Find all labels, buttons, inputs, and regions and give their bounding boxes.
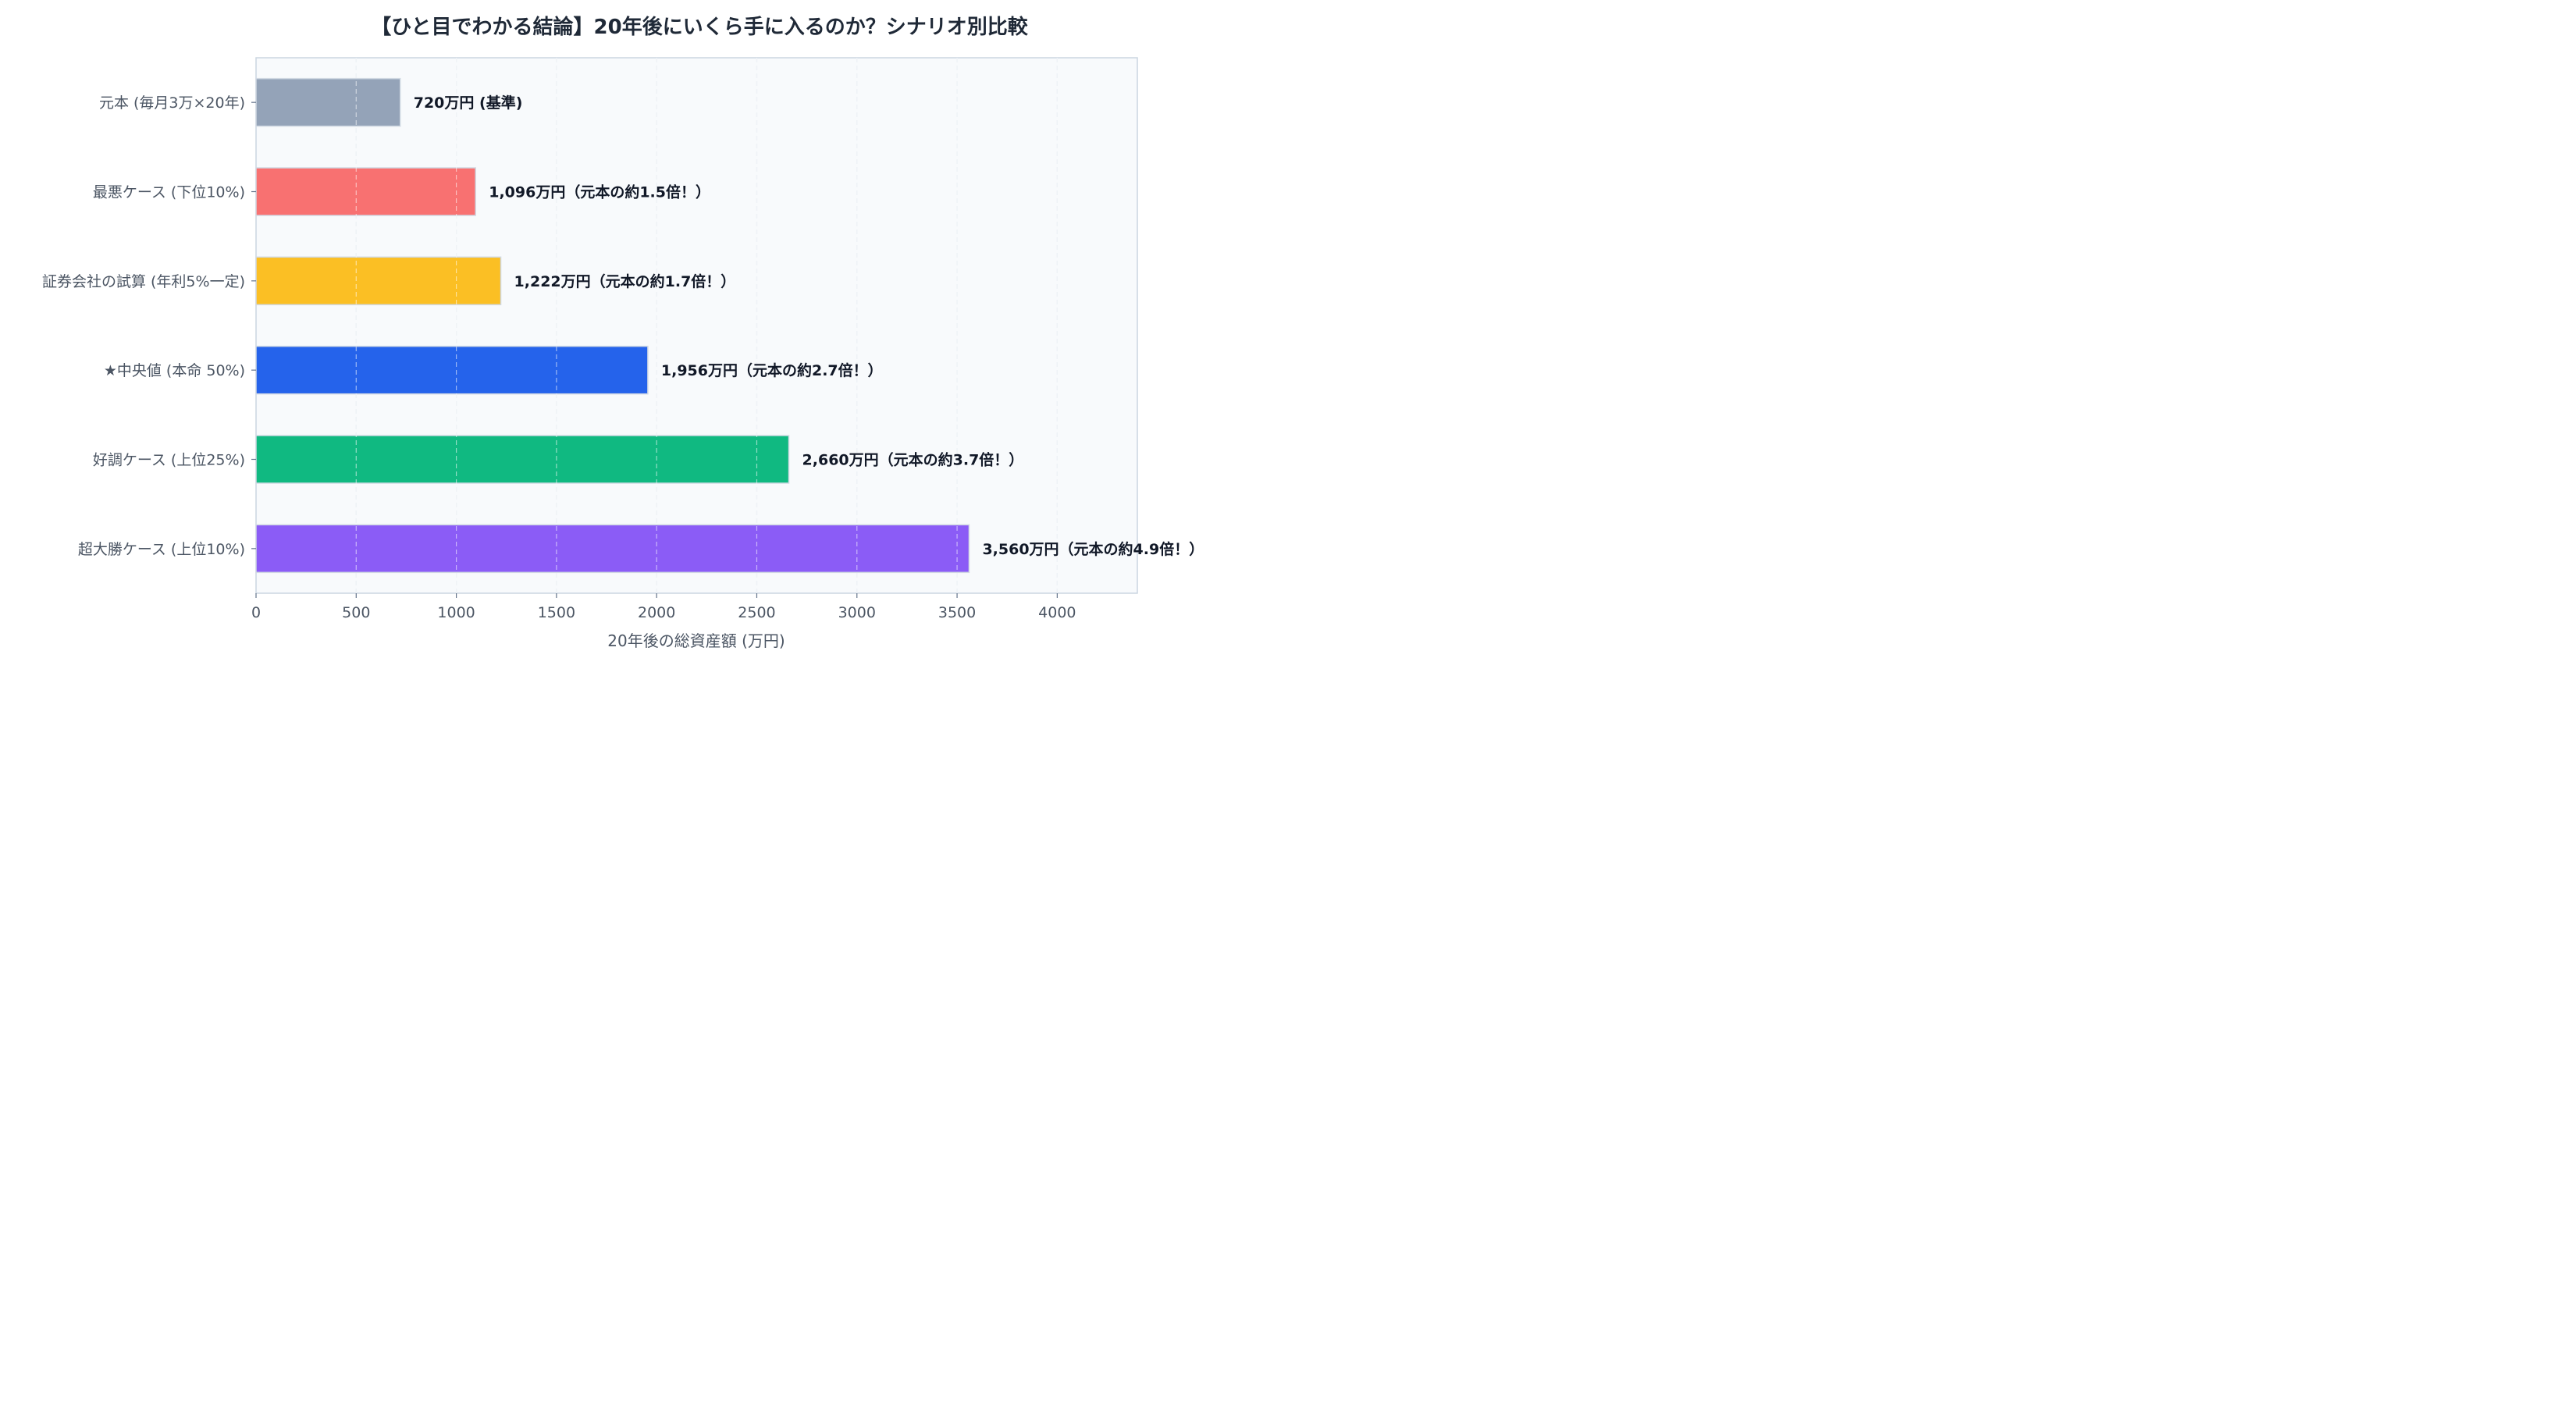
data-label: 1,956万円（元本の約2.7倍！） [661, 361, 883, 379]
bar [255, 524, 970, 574]
data-label: 720万円 (基準) [414, 94, 523, 112]
data-label: 1,222万円（元本の約1.7倍！） [514, 272, 736, 290]
data-label: 2,660万円（元本の約3.7倍！） [802, 451, 1024, 469]
category-label: 最悪ケース (下位10%) [93, 184, 245, 201]
category-label: 超大勝ケース (上位10%) [78, 541, 245, 558]
data-labels: 720万円 (基準) 1,096万円（元本の約1.5倍！） 1,222万円（元本の約… [414, 94, 1204, 558]
x-tick-label: 1000 [437, 604, 475, 621]
x-tick-labels: 0 500 1000 1500 2000 2500 3000 3500 4000 [251, 593, 1076, 621]
bars [255, 77, 970, 574]
x-tick-label: 2000 [638, 604, 675, 621]
x-tick-label: 500 [342, 604, 370, 621]
category-labels: 元本 (毎月3万×20年) 最悪ケース (下位10%) 証券会社の試算 (年利5%一… [42, 94, 256, 558]
data-label: 1,096万円（元本の約1.5倍！） [489, 183, 710, 201]
x-axis-title: 20年後の総資産額 (万円) [607, 631, 785, 650]
chart-title: 【ひと目でわかる結論】20年後にいくら手に入るのか？シナリオ別比較 [371, 15, 1028, 39]
data-label: 3,560万円（元本の約4.9倍！） [982, 540, 1204, 558]
category-label: 証券会社の試算 (年利5%一定) [42, 273, 245, 290]
x-tick-label: 0 [251, 604, 261, 621]
bar-chart: 【ひと目でわかる結論】20年後にいくら手に入るのか？シナリオ別比較 元本 (毎月… [42, 15, 1204, 650]
x-tick-label: 1500 [538, 604, 575, 621]
x-tick-label: 3000 [838, 604, 876, 621]
category-label: 好調ケース (上位25%) [93, 452, 245, 469]
category-label: 元本 (毎月3万×20年) [99, 94, 245, 112]
bar [255, 167, 476, 216]
plot-area [255, 57, 1138, 594]
bar [255, 435, 790, 484]
grid-overlay [355, 58, 1058, 593]
category-label: ★中央値 (本命 50%) [104, 362, 245, 379]
bar [255, 256, 502, 306]
x-tick-label: 4000 [1038, 604, 1076, 621]
bar [255, 77, 401, 127]
x-tick-label: 3500 [938, 604, 976, 621]
bar [255, 345, 649, 395]
x-tick-label: 2500 [738, 604, 775, 621]
